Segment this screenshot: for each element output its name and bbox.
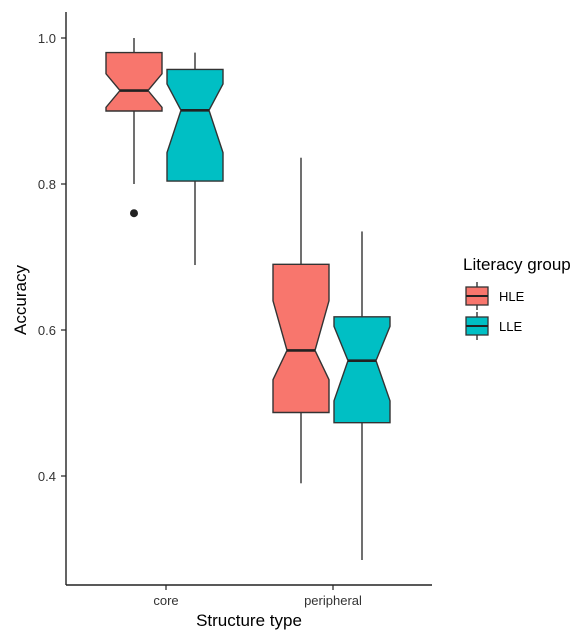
- legend-label: HLE: [499, 289, 525, 304]
- x-tick-label-peripheral: peripheral: [304, 593, 362, 608]
- y-tick-label: 0.8: [38, 177, 56, 192]
- y-tick-label: 1.0: [38, 31, 56, 46]
- box-hle-peripheral: [272, 157, 330, 484]
- legend: Literacy group HLE LLE: [463, 255, 571, 340]
- legend-item-hle: HLE: [465, 282, 525, 310]
- y-tick-label: 0.4: [38, 469, 56, 484]
- outlier-point: [130, 209, 138, 218]
- iqr-box: [105, 51, 163, 112]
- iqr-box: [333, 316, 391, 424]
- y-axis-title: Accuracy: [11, 265, 30, 335]
- iqr-box: [166, 68, 224, 182]
- legend-item-lle: LLE: [465, 312, 522, 340]
- iqr-box: [272, 263, 330, 414]
- plot-area: [105, 38, 391, 560]
- legend-label: LLE: [499, 319, 522, 334]
- box-lle-core: [166, 52, 224, 266]
- legend-title: Literacy group: [463, 255, 571, 274]
- box-lle-peripheral: [333, 231, 391, 560]
- box-hle-core: [105, 38, 163, 218]
- x-tick-label-core: core: [153, 593, 178, 608]
- x-axis-title: Structure type: [196, 611, 302, 630]
- x-axis-ticks: core peripheral: [153, 585, 362, 608]
- y-tick-label: 0.6: [38, 323, 56, 338]
- y-axis-ticks: 0.4 0.6 0.8 1.0: [38, 31, 66, 484]
